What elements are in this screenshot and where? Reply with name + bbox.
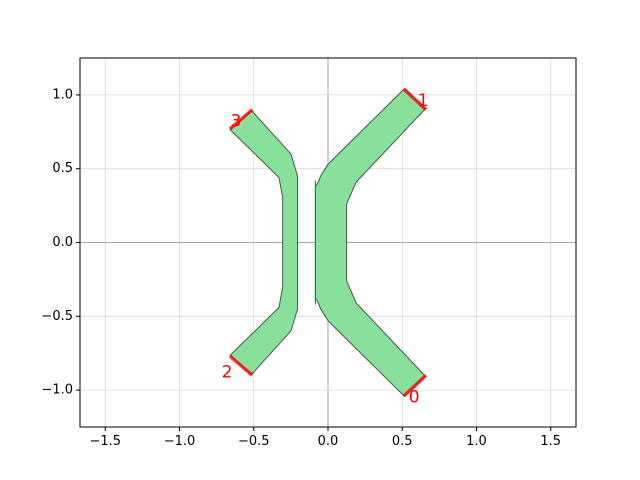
port-0-label: 0	[409, 387, 420, 407]
port-3-marker	[228, 108, 254, 131]
x-tick-label: −0.5	[238, 434, 270, 449]
y-tick-label: 1.0	[52, 87, 73, 102]
x-tick-label: 0.0	[318, 434, 339, 449]
waveguide-shapes	[229, 88, 426, 397]
left-arm	[229, 110, 299, 375]
ports: 0 1 2 3	[222, 87, 429, 407]
port-0-marker	[402, 374, 428, 398]
ticks: −1.5 −1.0 −0.5 0.0 0.5 1.0 1.5 −1.0 −0.5 0.0 0.5 1.…	[41, 87, 561, 449]
y-tick-label: −1.0	[41, 383, 73, 398]
y-tick-label: 0.5	[52, 161, 73, 176]
port-1-marker	[402, 87, 428, 111]
x-tick-label: 1.0	[466, 434, 487, 449]
port-3-label: 3	[231, 111, 242, 131]
right-arm	[314, 88, 426, 397]
port-2-marker	[228, 354, 254, 377]
port-1-label: 1	[418, 91, 429, 111]
y-tick-label: −0.5	[41, 309, 73, 324]
x-tick-label: −1.5	[89, 434, 121, 449]
port-2-label: 2	[222, 362, 233, 382]
x-tick-label: 1.5	[540, 434, 561, 449]
x-tick-label: 0.5	[392, 434, 413, 449]
x-tick-label: −1.0	[164, 434, 196, 449]
y-tick-label: 0.0	[52, 235, 73, 250]
